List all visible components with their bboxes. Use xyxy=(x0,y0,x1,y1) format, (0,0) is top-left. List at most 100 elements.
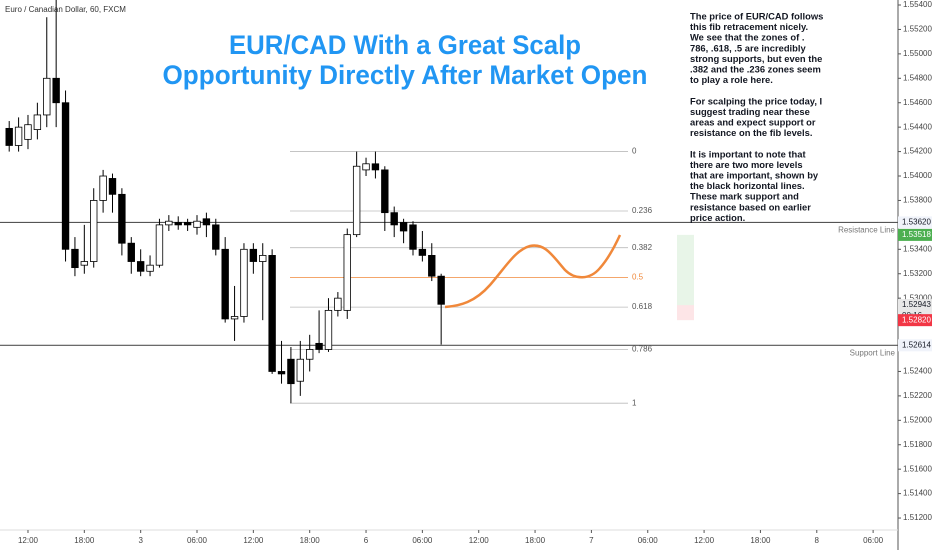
price-tag-label: 1.52614 xyxy=(902,340,931,349)
y-tick-label: 1.51600 xyxy=(903,464,932,473)
x-tick-label: 06:00 xyxy=(187,536,208,545)
candle-body xyxy=(296,358,304,382)
y-tick-label: 1.54200 xyxy=(903,147,932,156)
chart-title: EUR/CAD With a Great Scalp xyxy=(229,30,581,60)
note-line: the black horizontal lines. xyxy=(690,180,805,191)
candle-body xyxy=(362,163,370,171)
candle-body xyxy=(127,242,135,262)
y-tick-label: 1.55000 xyxy=(903,49,932,58)
candle-body xyxy=(315,342,323,350)
candle-body xyxy=(136,261,145,272)
note-line: areas and expect support or xyxy=(690,116,816,127)
price-tag-label: 1.52943 xyxy=(902,300,931,309)
note-line: We see that the zones of . xyxy=(690,32,804,43)
note-line: .382 and the .236 zones seem xyxy=(690,63,821,74)
candle-body xyxy=(52,77,60,104)
horizontal-line-label: Resistance Line xyxy=(838,226,895,235)
candle-body xyxy=(108,178,117,195)
candle-body xyxy=(99,175,107,201)
candle-body xyxy=(212,224,220,250)
candle-body xyxy=(334,297,342,311)
x-tick-label: 06:00 xyxy=(863,536,884,545)
note-line: These mark support and xyxy=(690,191,799,202)
candle-body xyxy=(14,126,23,146)
note-line: It is important to note that xyxy=(690,148,806,159)
price-tag xyxy=(898,228,932,241)
fib-level-label: 0.382 xyxy=(632,243,653,252)
x-tick-label: 12:00 xyxy=(243,536,264,545)
x-tick-label: 18:00 xyxy=(525,536,546,545)
candle-body xyxy=(24,124,32,140)
candle-body xyxy=(306,349,314,360)
y-tick-label: 1.51400 xyxy=(903,489,932,498)
candle-body xyxy=(193,220,201,228)
x-tick-label: 6 xyxy=(364,536,369,545)
candle-body xyxy=(249,248,258,262)
projection-curve xyxy=(444,234,622,309)
candle-body xyxy=(428,255,436,277)
fib-level-label: 0.786 xyxy=(632,344,653,353)
y-tick-label: 1.52200 xyxy=(903,391,932,400)
stop-zone xyxy=(677,305,694,321)
candle-body xyxy=(80,261,89,266)
y-tick-label: 1.54800 xyxy=(903,73,932,82)
candle-body xyxy=(221,248,229,320)
candle-body xyxy=(61,102,70,250)
price-tag xyxy=(898,299,932,312)
note-line: to play a role here. xyxy=(690,74,773,85)
candle-body xyxy=(240,248,248,317)
fib-level-label: 0.236 xyxy=(632,206,653,215)
x-tick-label: 18:00 xyxy=(300,536,321,545)
candle-body xyxy=(146,264,154,272)
note-line: this fib retracement nicely. xyxy=(690,21,808,32)
candle-body xyxy=(277,371,286,375)
price-tag-label: 1.53620 xyxy=(902,218,931,227)
note-line: 786, .618, .5 are incredibly xyxy=(690,42,806,53)
y-tick-label: 1.54600 xyxy=(903,98,932,107)
candle-body xyxy=(324,309,333,350)
chart-title: Opportunity Directly After Market Open xyxy=(163,60,648,90)
price-tag-label: 1.53518 xyxy=(902,230,931,239)
note-line: price action. xyxy=(690,212,745,223)
candle-body xyxy=(409,224,417,250)
y-tick-label: 1.53800 xyxy=(903,196,932,205)
y-tick-label: 1.53200 xyxy=(903,269,932,278)
candle-body xyxy=(343,234,351,311)
y-tick-label: 1.51800 xyxy=(903,440,932,449)
note-line: For scalping the price today, I xyxy=(690,95,822,106)
fib-level-label: 0.5 xyxy=(632,273,644,282)
price-tag xyxy=(898,216,932,229)
candle-body xyxy=(259,255,267,262)
price-tag-label: 1.52820 xyxy=(902,315,931,324)
symbol-header: Euro / Canadian Dollar, 60, FXCM xyxy=(5,5,126,14)
x-tick-label: 8 xyxy=(815,536,820,545)
candle-body xyxy=(371,163,380,171)
candle-body xyxy=(5,127,13,146)
price-tag xyxy=(898,339,932,352)
note-line: resistance on the fib levels. xyxy=(690,127,812,138)
y-tick-label: 1.52400 xyxy=(903,367,932,376)
price-tag xyxy=(898,314,932,327)
fib-level-label: 1 xyxy=(632,398,637,407)
y-tick-label: 1.52000 xyxy=(903,415,932,424)
y-tick-label: 1.55400 xyxy=(903,0,932,9)
candle-body xyxy=(381,169,389,214)
note-line: suggest trading near these xyxy=(690,106,810,117)
candle-body xyxy=(287,358,295,385)
candle-body xyxy=(174,222,182,226)
candle-body xyxy=(183,222,192,226)
note-line: there are two more levels xyxy=(690,159,803,170)
candle-body xyxy=(437,275,445,305)
x-tick-label: 18:00 xyxy=(74,536,95,545)
y-tick-label: 1.55200 xyxy=(903,25,932,34)
candle-body xyxy=(352,165,361,236)
candle-body xyxy=(418,248,427,256)
candle-body xyxy=(202,218,211,226)
candle-body xyxy=(118,193,126,244)
x-tick-label: 18:00 xyxy=(750,536,771,545)
candle-body xyxy=(165,220,173,226)
candle-body xyxy=(155,224,164,266)
fib-level-label: 0.618 xyxy=(632,302,653,311)
y-tick-label: 1.51200 xyxy=(903,513,932,522)
y-tick-label: 1.53000 xyxy=(903,293,932,302)
